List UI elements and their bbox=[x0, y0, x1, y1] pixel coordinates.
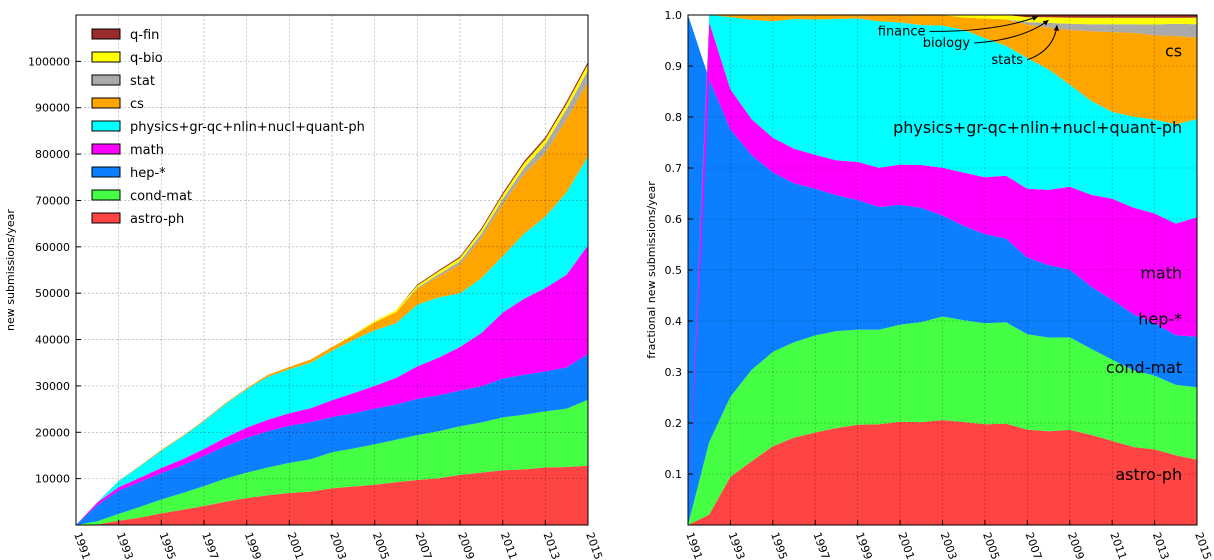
abs-y-tick-label: 20000 bbox=[35, 426, 70, 439]
frac-x-tick-label: 1991 bbox=[683, 531, 705, 560]
legend-swatch-astro-ph bbox=[91, 212, 121, 224]
frac-area-cs bbox=[688, 15, 1197, 525]
frac-x-tick-label: 1999 bbox=[853, 531, 875, 560]
frac-x-tick-label: 2001 bbox=[895, 531, 917, 560]
frac-x-tick-label: 1997 bbox=[810, 531, 832, 560]
legend-swatch-physics-gr-qc-nlin-nucl-quant-ph bbox=[91, 120, 121, 132]
label-math: math bbox=[1140, 264, 1182, 283]
abs-y-tick-label: 30000 bbox=[35, 380, 70, 393]
abs-y-tick-label: 90000 bbox=[35, 102, 70, 115]
annotation-arrowhead-finance bbox=[1031, 15, 1038, 21]
frac-area-astro-ph bbox=[688, 420, 1197, 525]
frac-x-tick-label: 2011 bbox=[1107, 531, 1129, 560]
frac-x-tick-label: 2003 bbox=[938, 531, 960, 560]
abs-area-physics-gr-qc-nlin-nucl-quant-ph bbox=[76, 156, 588, 525]
abs-x-tick-label: 1991 bbox=[71, 531, 93, 560]
legend-label-hep: hep-* bbox=[130, 166, 166, 181]
abs-x-tick-label: 2009 bbox=[455, 531, 477, 560]
abs-y-tick-label: 100000 bbox=[28, 55, 70, 68]
annotation-stats: stats bbox=[991, 53, 1023, 68]
abs-x-tick-label: 1993 bbox=[114, 531, 136, 560]
frac-area-hep bbox=[688, 15, 1197, 525]
legend-swatch-hep bbox=[91, 166, 121, 178]
abs-x-tick-label: 2001 bbox=[285, 531, 307, 560]
abs-x-tick-label: 1995 bbox=[157, 531, 179, 560]
frac-x-tick-label: 1993 bbox=[726, 531, 748, 560]
annotation-arrowhead-biology bbox=[1042, 20, 1049, 26]
legend-label-q-fin: q-fin bbox=[130, 28, 159, 43]
legend-label-astro-ph: astro-ph bbox=[130, 212, 184, 227]
frac-y-tick-label: 0.9 bbox=[665, 60, 683, 73]
abs-x-tick-label: 2011 bbox=[498, 531, 520, 560]
annotation-arrowhead-stats bbox=[1053, 25, 1060, 31]
abs-x-tick-label: 2005 bbox=[370, 531, 392, 560]
frac-x-tick-label: 2015 bbox=[1192, 531, 1214, 560]
frac-area-cond-mat bbox=[688, 316, 1197, 525]
frac-x-tick-label: 2013 bbox=[1150, 531, 1172, 560]
label-cond-mat: cond-mat bbox=[1106, 358, 1182, 377]
frac-y-tick-label: 0.1 bbox=[665, 468, 683, 481]
legend-label-stat: stat bbox=[130, 74, 155, 89]
abs-x-tick-label: 2013 bbox=[541, 531, 563, 560]
abs-y-axis-label: new submissions/year bbox=[4, 209, 17, 331]
frac-y-tick-label: 0.3 bbox=[665, 366, 683, 379]
abs-area-math bbox=[76, 245, 588, 525]
legend-label-cond-mat: cond-mat bbox=[130, 189, 192, 204]
legend-swatch-stat bbox=[91, 74, 121, 86]
abs-y-tick-label: 50000 bbox=[35, 287, 70, 300]
frac-x-tick-label: 2005 bbox=[980, 531, 1002, 560]
frac-y-tick-label: 0.6 bbox=[665, 213, 683, 226]
frac-x-tick-label: 2009 bbox=[1065, 531, 1087, 560]
fractional-submissions-chart: 1991 1993 1995 1997 1999 2001 2003 2005 2007 2009… bbox=[645, 9, 1214, 560]
frac-y-tick-label: 1.0 bbox=[665, 9, 683, 22]
legend-swatch-math bbox=[91, 143, 121, 155]
annotation-arrow-biology bbox=[974, 19, 1049, 44]
label-cs: cs bbox=[1165, 42, 1182, 61]
legend: q-fin q-bio stat cs physics+gr-qc+nlin+nucl+… bbox=[91, 28, 365, 227]
annotation-arrow-finance bbox=[929, 16, 1039, 32]
abs-area-astro-ph bbox=[76, 465, 588, 525]
legend-label-physics-gr-qc-nlin-nucl-quant-ph: physics+gr-qc+nlin+nucl+quant-ph bbox=[130, 120, 365, 135]
absolute-submissions-chart: 1991 1993 1995 1997 1999 2001 2003 2005 2007 2009… bbox=[4, 14, 605, 560]
legend-swatch-q-fin bbox=[91, 28, 121, 40]
abs-y-tick-label: 60000 bbox=[35, 241, 70, 254]
annotation-finance: finance bbox=[878, 24, 926, 39]
abs-y-tick-label: 40000 bbox=[35, 334, 70, 347]
frac-y-tick-label: 0.4 bbox=[665, 315, 683, 328]
legend-label-cs: cs bbox=[130, 97, 144, 112]
abs-x-tick-label: 1999 bbox=[242, 531, 264, 560]
annotation-biology: biology bbox=[923, 36, 971, 51]
legend-label-math: math bbox=[130, 143, 164, 158]
label-astro-ph: astro-ph bbox=[1115, 465, 1182, 484]
abs-x-tick-label: 2015 bbox=[583, 531, 605, 560]
abs-x-tick-label: 1997 bbox=[199, 531, 221, 560]
legend-label-q-bio: q-bio bbox=[130, 51, 163, 66]
frac-y-tick-label: 0.2 bbox=[665, 417, 683, 430]
legend-swatch-cs bbox=[91, 97, 121, 109]
frac-x-tick-label: 2007 bbox=[1023, 531, 1045, 560]
frac-y-axis-label: fractional new submissions/year bbox=[645, 181, 658, 359]
frac-y-tick-label: 0.5 bbox=[665, 264, 683, 277]
abs-area-hep bbox=[76, 353, 588, 525]
abs-x-tick-label: 2003 bbox=[327, 531, 349, 560]
legend-swatch-q-bio bbox=[91, 51, 121, 63]
label-physics-gr-qc-nlin-nucl-quant-ph: physics+gr-qc+nlin+nucl+quant-ph bbox=[893, 118, 1182, 137]
abs-y-tick-label: 80000 bbox=[35, 148, 70, 161]
frac-x-tick-label: 1995 bbox=[768, 531, 790, 560]
abs-y-tick-label: 10000 bbox=[35, 473, 70, 486]
frac-y-tick-label: 0.7 bbox=[665, 162, 683, 175]
legend-swatch-cond-mat bbox=[91, 189, 121, 201]
abs-x-tick-label: 2007 bbox=[413, 531, 435, 560]
frac-area-physics-gr-qc-nlin-nucl-quant-ph bbox=[688, 15, 1197, 525]
frac-area-math bbox=[688, 22, 1197, 526]
abs-area-cond-mat bbox=[76, 399, 588, 525]
label-hep: hep-* bbox=[1138, 309, 1182, 328]
frac-y-tick-label: 0.8 bbox=[665, 111, 683, 124]
abs-y-tick-label: 70000 bbox=[35, 194, 70, 207]
